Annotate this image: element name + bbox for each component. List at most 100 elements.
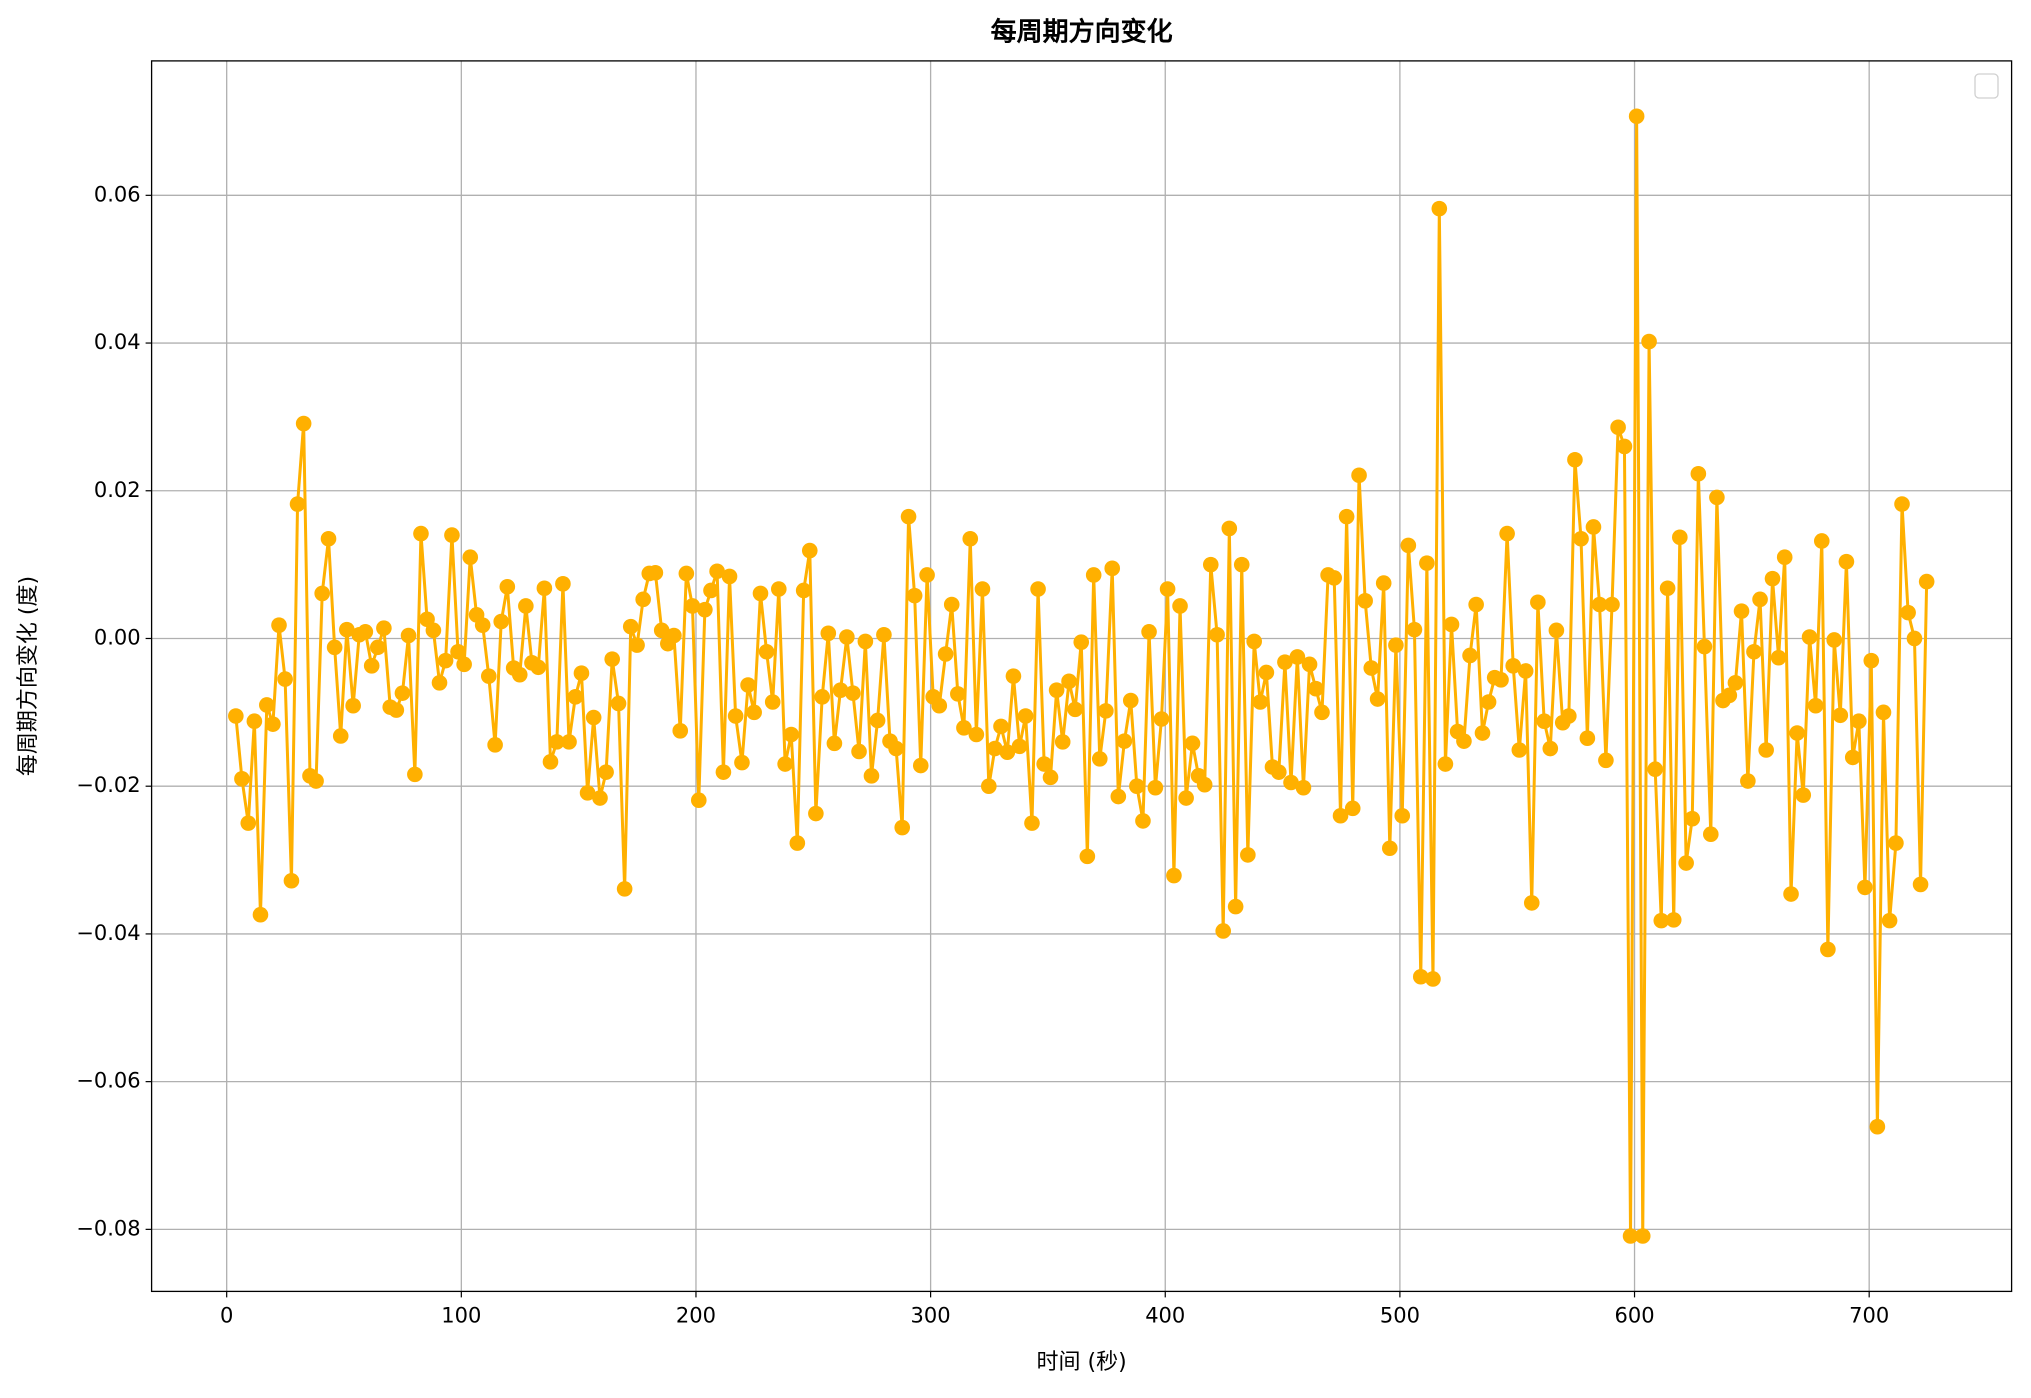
data-point <box>1351 467 1367 484</box>
data-point <box>1054 734 1071 750</box>
data-point <box>567 689 584 705</box>
x-tick-label: 0 <box>220 1303 233 1327</box>
data-point <box>487 737 503 753</box>
data-point <box>542 754 559 770</box>
data-point <box>690 792 707 809</box>
data-point <box>1314 704 1330 721</box>
data-point <box>283 872 300 889</box>
data-point <box>900 508 917 525</box>
data-point <box>808 805 824 822</box>
data-point <box>1696 638 1713 655</box>
data-point <box>697 601 713 618</box>
data-point <box>1709 489 1725 506</box>
data-point <box>888 740 904 757</box>
data-point <box>259 697 275 713</box>
data-point <box>1542 740 1559 757</box>
data-point <box>1419 555 1435 571</box>
data-point <box>1166 867 1182 884</box>
data-point <box>1042 769 1059 786</box>
data-point <box>857 633 874 650</box>
data-point <box>314 585 330 602</box>
data-point <box>1252 694 1269 710</box>
data-point <box>425 622 442 639</box>
data-point <box>1523 895 1540 911</box>
y-tick-label: −0.04 <box>76 921 140 945</box>
data-point <box>339 621 355 638</box>
data-point <box>980 778 997 795</box>
data-point <box>1888 835 1904 851</box>
data-point <box>635 591 651 608</box>
data-point <box>1369 691 1386 707</box>
data-point <box>437 652 454 669</box>
data-point <box>740 677 756 693</box>
data-point <box>549 734 565 750</box>
data-point <box>1493 672 1509 688</box>
data-point <box>629 637 645 653</box>
data-point <box>1567 451 1583 468</box>
plot-area <box>228 108 1935 1244</box>
data-point <box>1122 692 1139 709</box>
data-point <box>801 542 818 559</box>
data-point <box>727 708 744 724</box>
data-point <box>1178 790 1194 806</box>
data-point <box>1412 968 1429 985</box>
data-point <box>1536 713 1552 730</box>
data-point <box>1202 556 1219 573</box>
data-point <box>783 726 800 743</box>
data-point <box>1505 658 1522 674</box>
data-point <box>1863 652 1880 669</box>
data-point <box>1277 654 1293 670</box>
data-point <box>295 415 312 432</box>
data-point <box>1684 810 1701 827</box>
data-point <box>228 708 244 724</box>
x-tick-label: 500 <box>1380 1303 1420 1327</box>
data-point <box>1727 674 1744 691</box>
data-point <box>400 627 417 644</box>
data-point <box>814 689 831 705</box>
data-point <box>912 757 929 774</box>
data-point <box>369 639 386 656</box>
data-point <box>1147 779 1164 796</box>
data-point <box>1425 971 1441 987</box>
data-point <box>876 626 892 643</box>
data-point <box>1906 630 1923 647</box>
data-point <box>1184 735 1201 752</box>
x-tick-label: 300 <box>911 1303 951 1327</box>
data-point <box>1641 333 1657 350</box>
data-point <box>1159 581 1176 597</box>
data-point <box>931 697 948 714</box>
data-point <box>388 702 405 718</box>
grid <box>151 60 2012 1292</box>
data-point <box>592 790 608 806</box>
data-point <box>1851 713 1867 730</box>
data-point <box>493 613 510 630</box>
data-point <box>1838 553 1855 570</box>
data-point <box>240 815 257 831</box>
data-point <box>1141 624 1157 640</box>
data-point <box>450 643 466 660</box>
data-point <box>1240 847 1256 863</box>
x-tick-label: 200 <box>676 1303 716 1327</box>
data-point <box>1770 649 1787 666</box>
data-point <box>1474 725 1491 741</box>
data-point <box>289 496 306 512</box>
data-point <box>1221 520 1238 537</box>
data-point <box>1110 788 1127 805</box>
data-point <box>1271 764 1287 780</box>
data-point <box>1073 634 1090 650</box>
data-point <box>999 744 1016 761</box>
data-point <box>647 564 664 581</box>
data-point <box>1172 598 1188 614</box>
data-point <box>1598 752 1614 769</box>
y-tick-label: −0.08 <box>76 1216 140 1240</box>
data-point <box>1480 694 1497 710</box>
data-point <box>1752 591 1768 608</box>
data-point <box>1289 649 1306 665</box>
data-point <box>1826 632 1843 648</box>
data-point <box>598 764 614 780</box>
data-point <box>746 704 762 721</box>
data-point <box>845 685 861 701</box>
data-point <box>968 726 985 743</box>
data-point <box>622 618 639 635</box>
